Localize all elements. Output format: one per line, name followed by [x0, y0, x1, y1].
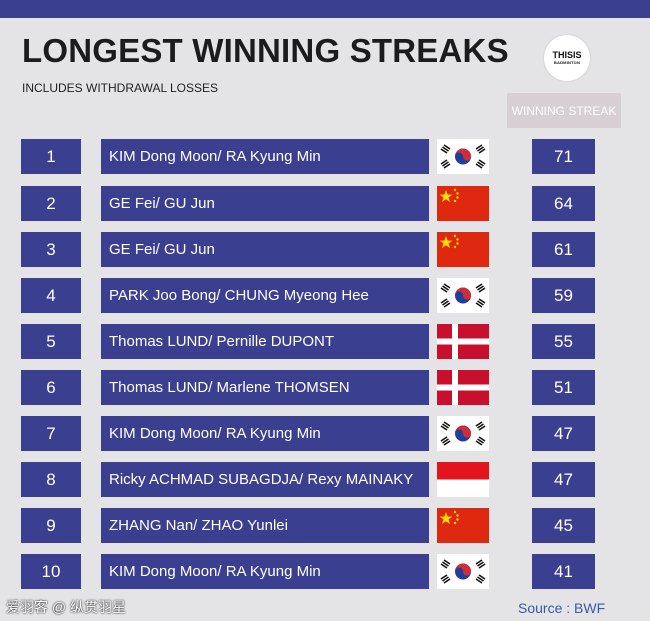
table-row: 2 GE Fei/ GU Jun 64: [0, 186, 650, 221]
rank-cell: 2: [21, 186, 81, 221]
brand-logo: THISIS BADMINTON: [544, 35, 590, 81]
streak-value-cell: 41: [532, 554, 595, 589]
table-row: 10 KIM Dong Moon/ RA Kyung Min 41: [0, 554, 650, 589]
rank-cell: 4: [21, 278, 81, 313]
rank-cell: 9: [21, 508, 81, 543]
korea-flag-icon: [437, 554, 489, 589]
source-label: Source : BWF: [518, 600, 606, 616]
player-pair-cell: Thomas LUND/ Marlene THOMSEN: [101, 370, 429, 405]
player-pair-cell: Thomas LUND/ Pernille DUPONT: [101, 324, 429, 359]
korea-flag-icon: [437, 139, 489, 174]
table-row: 3 GE Fei/ GU Jun 61: [0, 232, 650, 267]
rank-cell: 8: [21, 462, 81, 497]
table-row: 1 KIM Dong Moon/ RA Kyung Min 71: [0, 139, 650, 174]
player-pair-cell: GE Fei/ GU Jun: [101, 186, 429, 221]
streak-value-cell: 51: [532, 370, 595, 405]
page-subtitle: INCLUDES WITHDRAWAL LOSSES: [22, 81, 219, 95]
table-row: 6 Thomas LUND/ Marlene THOMSEN 51: [0, 370, 650, 405]
streak-value-cell: 71: [532, 139, 595, 174]
rank-cell: 7: [21, 416, 81, 451]
china-flag-icon: [437, 508, 489, 543]
china-flag-icon: [437, 186, 489, 221]
brand-logo-line1: THISIS: [552, 50, 582, 60]
streak-value-cell: 61: [532, 232, 595, 267]
china-flag-icon: [437, 232, 489, 267]
rank-cell: 3: [21, 232, 81, 267]
denmark-flag-icon: [437, 324, 489, 359]
player-pair-cell: KIM Dong Moon/ RA Kyung Min: [101, 139, 429, 174]
table-row: 7 KIM Dong Moon/ RA Kyung Min 47: [0, 416, 650, 451]
player-pair-cell: GE Fei/ GU Jun: [101, 232, 429, 267]
winning-streak-header: WINNING STREAK: [507, 93, 621, 128]
table-row: 9 ZHANG Nan/ ZHAO Yunlei 45: [0, 508, 650, 543]
rank-cell: 10: [21, 554, 81, 589]
indonesia-flag-icon: [437, 462, 489, 497]
player-pair-cell: KIM Dong Moon/ RA Kyung Min: [101, 416, 429, 451]
streak-value-cell: 64: [532, 186, 595, 221]
player-pair-cell: ZHANG Nan/ ZHAO Yunlei: [101, 508, 429, 543]
player-pair-cell: PARK Joo Bong/ CHUNG Myeong Hee: [101, 278, 429, 313]
table-row: 8 Ricky ACHMAD SUBAGDJA/ Rexy MAINAKY 47: [0, 462, 650, 497]
rank-cell: 5: [21, 324, 81, 359]
player-pair-cell: KIM Dong Moon/ RA Kyung Min: [101, 554, 429, 589]
player-pair-cell: Ricky ACHMAD SUBAGDJA/ Rexy MAINAKY: [101, 462, 429, 497]
streak-value-cell: 45: [532, 508, 595, 543]
korea-flag-icon: [437, 278, 489, 313]
rank-cell: 1: [21, 139, 81, 174]
page-title: LONGEST WINNING STREAKS: [22, 32, 509, 69]
streak-value-cell: 47: [532, 462, 595, 497]
table-row: 4 PARK Joo Bong/ CHUNG Myeong Hee 59: [0, 278, 650, 313]
korea-flag-icon: [437, 416, 489, 451]
top-bar: [0, 0, 650, 18]
brand-logo-line2: BADMINTON: [553, 60, 581, 65]
streak-value-cell: 55: [532, 324, 595, 359]
watermark: 爱羽客 @ 纵贯羽星: [6, 599, 126, 615]
denmark-flag-icon: [437, 370, 489, 405]
streak-value-cell: 59: [532, 278, 595, 313]
rank-cell: 6: [21, 370, 81, 405]
table-row: 5 Thomas LUND/ Pernille DUPONT 55: [0, 324, 650, 359]
streak-value-cell: 47: [532, 416, 595, 451]
